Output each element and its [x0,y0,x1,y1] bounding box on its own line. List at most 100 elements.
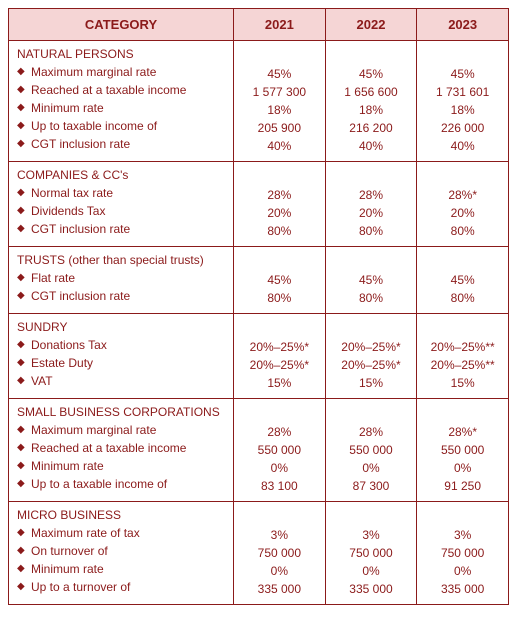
sub-item: ◆CGT inclusion rate [17,220,225,238]
sub-item: ◆Up to a taxable income of [17,475,225,493]
sub-item: ◆Flat rate [17,269,225,287]
value: 226 000 [421,119,504,137]
value-cell: .45%80% [325,247,417,314]
value-cell: .45%80% [417,247,509,314]
table-row: NATURAL PERSONS◆Maximum marginal rate◆Re… [9,41,509,162]
diamond-icon: ◆ [17,354,31,372]
value: 3% [421,526,504,544]
value: 20%–25%** [421,356,504,374]
value: 0% [238,562,321,580]
value: 91 250 [421,477,504,495]
value-cell: .20%–25%**20%–25%**15% [417,314,509,399]
value: 28% [238,186,321,204]
sub-item: ◆CGT inclusion rate [17,135,225,153]
sub-item-label: CGT inclusion rate [31,220,225,238]
diamond-icon: ◆ [17,542,31,560]
value: 20%–25%* [238,338,321,356]
section-title: NATURAL PERSONS [17,47,225,61]
header-2022: 2022 [325,9,417,41]
value: 3% [330,526,413,544]
diamond-icon: ◆ [17,135,31,153]
sub-item: ◆Donations Tax [17,336,225,354]
value: 28%* [421,423,504,441]
value: 0% [421,459,504,477]
diamond-icon: ◆ [17,63,31,81]
value: 0% [330,562,413,580]
sub-item-label: Maximum marginal rate [31,421,225,439]
value: 20% [330,204,413,222]
diamond-icon: ◆ [17,184,31,202]
value: 80% [421,289,504,307]
value: 1 577 300 [238,83,321,101]
value-cell: .45%1 656 60018%216 20040% [325,41,417,162]
sub-item: ◆Up to taxable income of [17,117,225,135]
sub-item-label: Donations Tax [31,336,225,354]
section-cell: COMPANIES & CC's◆Normal tax rate◆Dividen… [9,162,234,247]
value: 1 731 601 [421,83,504,101]
diamond-icon: ◆ [17,81,31,99]
value: 45% [238,65,321,83]
sub-item: ◆CGT inclusion rate [17,287,225,305]
value: 80% [330,289,413,307]
sub-item-label: CGT inclusion rate [31,287,225,305]
value-cell: .28%550 0000%87 300 [325,399,417,502]
value: 3% [238,526,321,544]
value: 87 300 [330,477,413,495]
diamond-icon: ◆ [17,220,31,238]
value-cell: .28%*20%80% [417,162,509,247]
value: 15% [421,374,504,392]
value-cell: .28%20%80% [234,162,326,247]
section-title: MICRO BUSINESS [17,508,225,522]
value: 335 000 [330,580,413,598]
sub-item: ◆Minimum rate [17,99,225,117]
sub-item: ◆Estate Duty [17,354,225,372]
section-title: TRUSTS (other than special trusts) [17,253,225,267]
sub-item-label: VAT [31,372,225,390]
diamond-icon: ◆ [17,524,31,542]
value: 1 656 600 [330,83,413,101]
table-row: MICRO BUSINESS ◆Maximum rate of tax◆On tu… [9,502,509,605]
value: 550 000 [421,441,504,459]
value-cell: .45%1 731 60118%226 00040% [417,41,509,162]
value: 28%* [421,186,504,204]
value-cell: .3%750 0000%335 000 [325,502,417,605]
value: 28% [330,423,413,441]
value: 20% [238,204,321,222]
sub-item: ◆Normal tax rate [17,184,225,202]
value: 20% [421,204,504,222]
section-cell: SMALL BUSINESS CORPORATIONS◆Maximum marg… [9,399,234,502]
value: 20%–25%** [421,338,504,356]
value: 80% [238,289,321,307]
value: 20%–25%* [330,338,413,356]
diamond-icon: ◆ [17,336,31,354]
value: 18% [330,101,413,119]
value: 80% [238,222,321,240]
value: 80% [421,222,504,240]
sub-item-label: Reached at a taxable income [31,81,225,99]
sub-item-label: Up to a turnover of [31,578,225,596]
header-2023: 2023 [417,9,509,41]
value: 80% [330,222,413,240]
section-cell: NATURAL PERSONS◆Maximum marginal rate◆Re… [9,41,234,162]
value-cell: .28%550 0000%83 100 [234,399,326,502]
table-header-row: CATEGORY 2021 2022 2023 [9,9,509,41]
sub-item-label: Minimum rate [31,99,225,117]
value: 45% [330,271,413,289]
sub-item: ◆Maximum marginal rate [17,63,225,81]
value: 83 100 [238,477,321,495]
value: 45% [238,271,321,289]
diamond-icon: ◆ [17,117,31,135]
value: 335 000 [238,580,321,598]
sub-item: ◆On turnover of [17,542,225,560]
value-cell: .45%80% [234,247,326,314]
diamond-icon: ◆ [17,99,31,117]
section-cell: SUNDRY◆Donations Tax◆Estate Duty◆VAT [9,314,234,399]
value: 0% [330,459,413,477]
sub-item-label: Flat rate [31,269,225,287]
section-title: COMPANIES & CC's [17,168,225,182]
sub-item: ◆Maximum marginal rate [17,421,225,439]
sub-item-label: On turnover of [31,542,225,560]
diamond-icon: ◆ [17,475,31,493]
sub-item: ◆Maximum rate of tax [17,524,225,542]
table-row: SUNDRY◆Donations Tax◆Estate Duty◆VAT .20%… [9,314,509,399]
